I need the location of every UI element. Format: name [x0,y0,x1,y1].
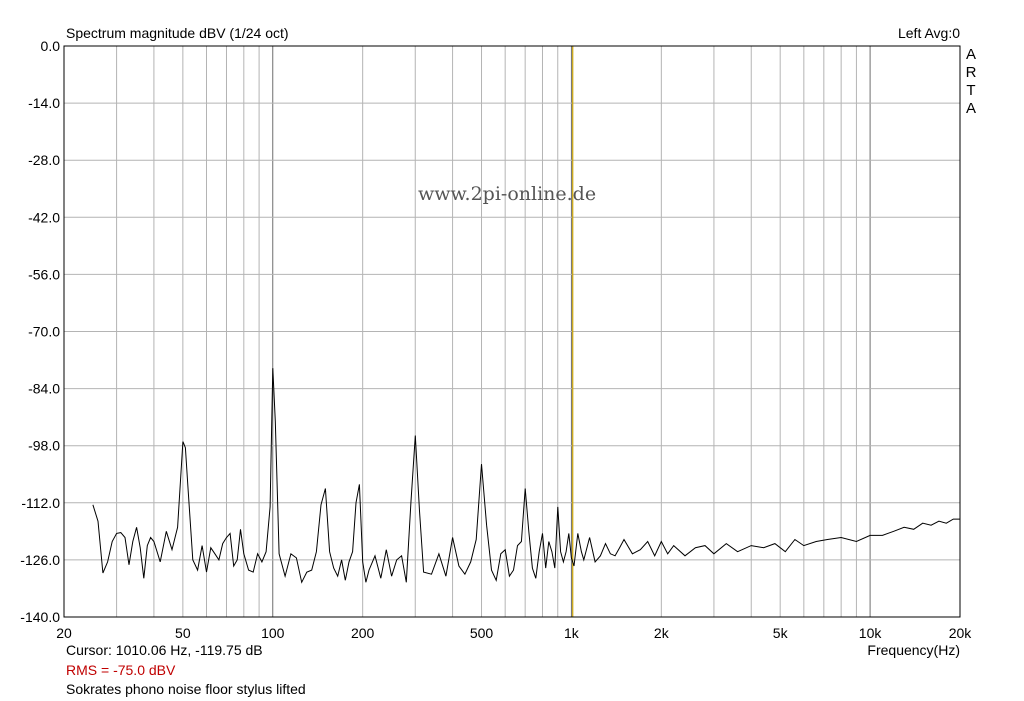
x-tick-label: 20k [949,625,973,641]
x-tick-label: 20 [56,625,72,641]
x-tick-label: 5k [773,625,789,641]
y-tick-label: -84.0 [28,381,60,397]
y-axis-ticks: 0.0 -14.0 -28.0 -42.0 -56.0 -70.0 -84.0 -98.0 -1… [20,38,60,625]
cursor-readout: Cursor: 1010.06 Hz, -119.75 dB [66,642,263,658]
y-tick-label: -98.0 [28,438,60,454]
y-tick-label: -126.0 [20,552,60,568]
y-tick-label: -112.0 [21,495,60,511]
logo-letter: T [966,82,976,99]
channel-label: Left Avg:0 [897,25,960,41]
y-tick-label: -28.0 [28,152,60,168]
y-tick-label: -42.0 [28,209,60,225]
x-tick-label: 500 [470,625,494,641]
x-tick-label: 10k [859,625,883,641]
logo-letter: A [965,100,976,117]
measurement-note: Sokrates phono noise floor stylus lifted [66,681,306,697]
x-axis-ticks: 20 50 100 200 500 1k 2k 5k 10k 20k [56,625,972,641]
x-tick-label: 200 [351,625,375,641]
x-axis-label: Frequency(Hz) [867,642,960,658]
y-tick-label: -70.0 [28,324,60,340]
watermark: www.2pi-online.de [418,183,597,205]
rms-readout: RMS = -75.0 dBV [66,662,176,678]
x-tick-label: 50 [175,625,191,641]
y-tick-label: 0.0 [41,38,61,54]
spectrum-trace [92,368,960,584]
plot-frame [63,45,961,618]
logo-letter: A [965,46,976,63]
arta-logo: A R T A [964,46,978,118]
y-tick-label: -56.0 [28,266,60,282]
y-tick-label: -140.0 [20,609,60,625]
x-tick-label: 2k [654,625,670,641]
y-tick-label: -14.0 [28,95,60,111]
x-tick-label: 1k [564,625,580,641]
logo-letter: R [965,64,977,81]
grid [64,45,960,618]
x-tick-label: 100 [261,625,285,641]
chart-title: Spectrum magnitude dBV (1/24 oct) [66,25,289,41]
